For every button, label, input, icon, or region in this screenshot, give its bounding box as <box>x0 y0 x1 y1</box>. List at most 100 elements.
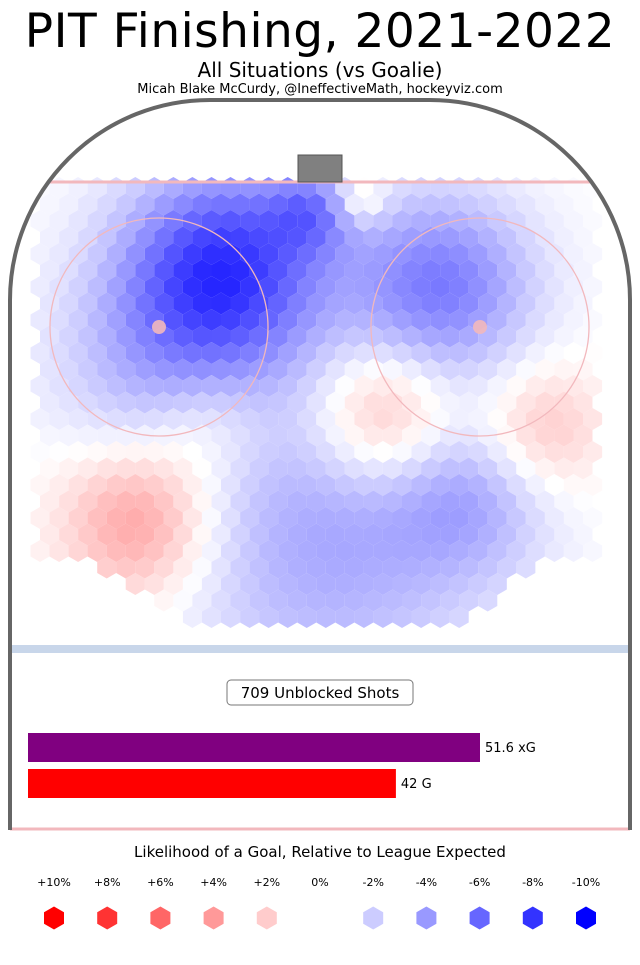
heat-hex <box>116 490 136 513</box>
heat-hex <box>382 424 402 447</box>
heat-hex <box>497 193 517 216</box>
heat-hex <box>525 507 545 529</box>
heat-hex <box>259 540 279 562</box>
heat-hex <box>535 391 555 414</box>
heat-hex <box>125 276 145 298</box>
heat-hex <box>402 358 422 381</box>
heat-hex <box>259 243 279 265</box>
heat-hex <box>459 490 479 513</box>
heat-hex <box>411 540 431 562</box>
heat-hex <box>354 276 374 298</box>
heat-hex <box>535 523 555 546</box>
heat-hex <box>411 375 431 397</box>
heat-hex <box>135 226 155 249</box>
heat-hex <box>583 474 603 496</box>
heat-hex <box>278 276 298 298</box>
heat-hex <box>421 490 441 513</box>
heat-hex <box>363 589 383 612</box>
heat-hex <box>421 457 441 480</box>
heat-hex <box>478 259 498 282</box>
heat-hex <box>268 325 288 348</box>
heat-hex <box>554 259 574 282</box>
heat-hex <box>154 589 174 612</box>
heat-hex <box>411 210 431 232</box>
heat-hex <box>497 556 517 579</box>
heat-hex <box>192 226 212 249</box>
heat-hex <box>411 342 431 364</box>
heat-hex <box>182 276 202 298</box>
heat-hex <box>335 474 355 496</box>
heat-hex <box>297 342 317 364</box>
heat-hex <box>221 606 241 628</box>
heat-hex <box>173 523 193 546</box>
heat-hex <box>421 523 441 546</box>
heat-hex <box>268 490 288 513</box>
heat-hex <box>506 408 526 430</box>
heat-hex <box>316 474 336 496</box>
heat-hex <box>449 375 469 397</box>
heat-hex <box>373 408 393 430</box>
heat-hex <box>440 193 460 216</box>
heat-hex <box>40 226 60 249</box>
heat-hex <box>497 391 517 414</box>
heat-hex <box>335 243 355 265</box>
heat-hex <box>125 309 145 331</box>
heat-hex <box>449 210 469 232</box>
heat-hex <box>402 490 422 513</box>
heat-hex <box>430 474 450 496</box>
heat-hex <box>30 408 50 430</box>
heat-hex <box>544 210 564 232</box>
heat-hex <box>201 606 221 628</box>
heat-hex <box>144 441 164 463</box>
heat-hex <box>583 507 603 529</box>
heat-hex <box>230 358 250 381</box>
heat-hex <box>192 523 212 546</box>
heat-hex <box>211 457 231 480</box>
heat-hex <box>335 606 355 628</box>
heat-hex <box>297 474 317 496</box>
heat-hex <box>68 342 88 364</box>
heat-hex <box>278 309 298 331</box>
heat-hex <box>506 441 526 463</box>
chart-subtitle: All Situations (vs Goalie) <box>197 58 443 82</box>
legend-label: +2% <box>253 876 280 889</box>
heat-hex <box>478 523 498 546</box>
heat-hex <box>201 309 221 331</box>
heat-hex <box>182 342 202 364</box>
heat-hex <box>316 375 336 397</box>
heat-hex <box>516 490 536 513</box>
heat-hex <box>59 523 79 546</box>
heat-hex <box>268 358 288 381</box>
heat-hex <box>554 292 574 315</box>
heat-hex <box>268 523 288 546</box>
heat-hex <box>59 457 79 480</box>
heat-hex <box>344 391 364 414</box>
heat-hex <box>478 391 498 414</box>
heat-hex <box>392 309 412 331</box>
heat-hex <box>287 358 307 381</box>
heat-hex <box>468 210 488 232</box>
heat-hex <box>297 606 317 628</box>
heat-hex <box>335 375 355 397</box>
heat-hex <box>478 589 498 612</box>
heat-hex <box>68 309 88 331</box>
heat-hex <box>106 210 126 232</box>
heat-hex <box>563 276 583 298</box>
heat-hex <box>163 540 183 562</box>
heat-hex <box>297 276 317 298</box>
heat-hex <box>240 276 260 298</box>
heat-hex <box>144 342 164 364</box>
heat-hex <box>40 457 60 480</box>
heat-hex <box>554 358 574 381</box>
heat-hex <box>154 259 174 282</box>
heat-hex <box>573 457 593 480</box>
heat-hex <box>182 507 202 529</box>
heat-hex <box>411 441 431 463</box>
heat-hex <box>335 210 355 232</box>
heat-hex <box>249 490 269 513</box>
heat-hex <box>316 540 336 562</box>
heat-hex <box>192 556 212 579</box>
heat-hex <box>163 408 183 430</box>
heat-hex <box>573 523 593 546</box>
